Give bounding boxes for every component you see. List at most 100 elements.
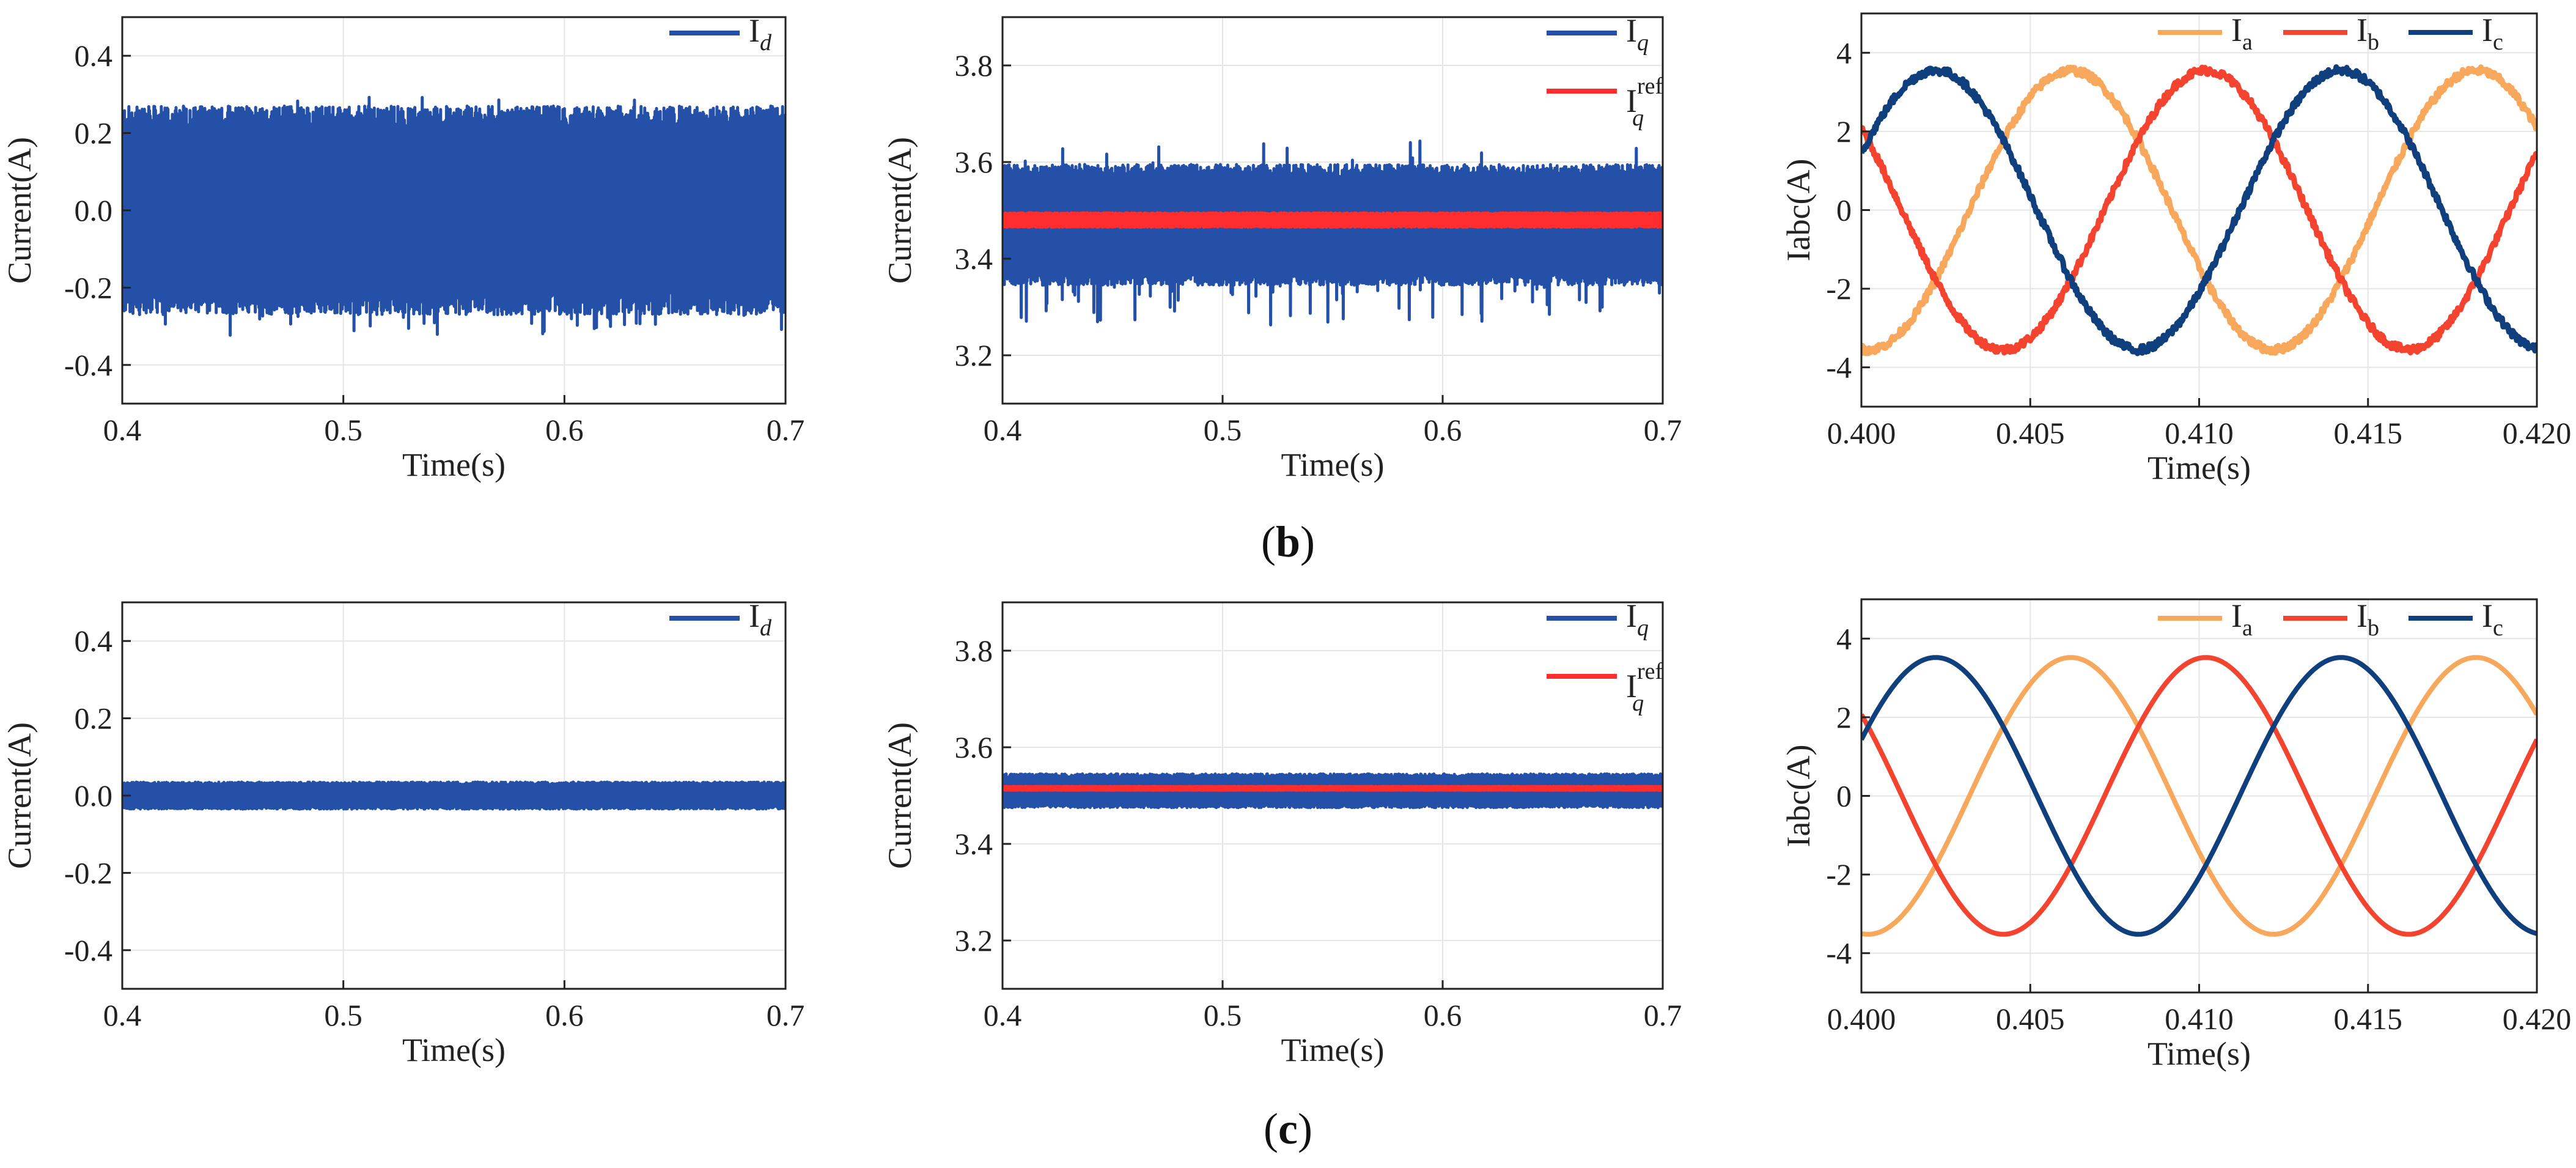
series-band-core [122,785,786,807]
chart-c-iabc: 0.400 0.405 0.410 0.415 0.420 -4 -2 0 2 4 Time(s) I… [1780,597,2571,1072]
legend: Id [669,597,772,641]
x-tick-label: 0.7 [767,413,805,447]
y-axis-label: Iabc(A) [1780,159,1817,262]
axes-frame [1001,16,1664,405]
plot-area [122,780,786,811]
x-tick-label: 0.4 [984,413,1022,447]
x-tick-label: 0.4 [103,998,142,1032]
legend-label: Iq [1626,12,1649,56]
x-tick-label: 0.410 [2165,416,2234,450]
chart-c-iq: 0.4 0.5 0.6 0.7 3.2 3.4 3.6 3.8 Time(s) Current(A… [881,597,1682,1068]
y-tick-label: 3.2 [955,338,993,372]
legend-label: Id [749,597,772,641]
x-tick-label: 0.5 [324,413,362,447]
y-axis-label: Current(A) [1,722,38,869]
x-tick-label: 0.7 [767,998,805,1032]
legend-label: Id [749,12,772,56]
y-tick-label: 3.8 [955,634,993,668]
x-tick-label: 0.6 [1424,413,1462,447]
x-axis-label: Time(s) [2147,1035,2251,1072]
caption-b-letter: b [1275,517,1301,566]
plot-area [1861,64,2537,357]
y-tick-label: 3.4 [955,242,993,276]
legend: Iq Iref q [1547,597,1663,716]
chart-b-id: 0.4 0.5 0.6 0.7 -0.4 -0.2 0.0 0.2 0.4 Time(s) Curr… [1,12,804,483]
y-tick-label: -4 [1826,350,1852,385]
x-tick-label: 0.420 [2503,1002,2572,1036]
y-tick-label: 0 [1836,779,1852,813]
x-tick-label: 0.5 [324,998,362,1032]
y-tick-label: 0.0 [75,778,113,813]
series-ic [1861,64,2537,357]
y-tick-label: 4 [1836,35,1852,70]
y-tick-label: 0.4 [75,624,113,658]
y-tick-label: 3.2 [955,923,993,958]
y-tick-label: 4 [1836,621,1852,656]
plot-area [1861,655,2537,937]
y-tick-label: -4 [1826,936,1852,970]
x-tick-label: 0.7 [1644,413,1682,447]
series-band-core [122,127,786,294]
x-tick-label: 0.410 [2165,1002,2234,1036]
legend-label: Ia [2231,12,2253,55]
x-tick-label: 0.6 [545,413,584,447]
legend-label: Iref q [1626,73,1663,131]
y-tick-label: 0.2 [75,116,113,150]
series-band-core [1003,214,1663,226]
y-tick-label: -0.2 [64,856,112,890]
legend-label: Ib [2357,12,2379,55]
y-tick-label: 0.2 [75,701,113,736]
series-ia [1861,655,2537,937]
caption-b: (b) [1260,517,1315,566]
x-tick-label: 0.4 [103,413,142,447]
legend-label: Ic [2482,12,2503,55]
chart-b-iabc: 0.400 0.405 0.410 0.415 0.420 -4 -2 0 2 4 Time(s) I… [1780,12,2571,486]
x-tick-label: 0.400 [1827,1002,1896,1036]
y-tick-label: 2 [1836,700,1852,734]
legend: Iq Iref q [1547,12,1663,131]
plot-area [1003,139,1663,327]
y-tick-label: 2 [1836,114,1852,149]
y-axis-label: Current(A) [881,137,918,284]
x-tick-label: 0.420 [2503,416,2572,450]
legend-label: Ia [2231,597,2253,641]
x-tick-label: 0.415 [2334,1002,2403,1036]
x-tick-label: 0.5 [1204,998,1242,1032]
x-tick-label: 0.5 [1204,413,1242,447]
plot-area [1003,772,1663,810]
series-ia [1861,64,2537,357]
chart-c-id: 0.4 0.5 0.6 0.7 -0.4 -0.2 0.0 0.2 0.4 Time(s) Curr… [1,597,804,1068]
y-axis-label: Current(A) [881,722,918,869]
legend-label: Iq [1626,597,1649,641]
y-tick-label: -0.2 [64,270,112,305]
y-tick-label: 3.8 [955,48,993,83]
y-tick-label: 3.4 [955,827,993,861]
caption-c-letter: c [1278,1104,1298,1153]
y-tick-label: 3.6 [955,145,993,179]
series-ic [1861,655,2537,937]
x-tick-label: 0.405 [1996,1002,2065,1036]
y-tick-label: -0.4 [64,933,112,967]
x-tick-label: 0.415 [2334,416,2403,450]
y-axis-label: Current(A) [1,137,38,284]
legend-label: Ib [2357,597,2379,641]
x-axis-label: Time(s) [1281,446,1384,483]
legend-label: Ic [2482,597,2503,641]
y-tick-label: -0.4 [64,348,112,382]
x-axis-label: Time(s) [2147,449,2251,486]
legend: Ia Ib Ic [2158,12,2503,55]
x-tick-label: 0.4 [984,998,1022,1032]
chart-b-iq: 0.4 0.5 0.6 0.7 3.2 3.4 3.6 3.8 Time(s) Current(A… [881,12,1682,483]
y-axis-label: Iabc(A) [1780,745,1817,848]
series-ib [1861,655,2537,937]
x-tick-label: 0.6 [1424,998,1462,1032]
legend: Id [669,12,772,56]
y-tick-label: 3.6 [955,730,993,764]
plot-area [122,95,786,337]
y-tick-label: -2 [1826,857,1852,892]
x-tick-label: 0.6 [545,998,584,1032]
caption-c: (c) [1264,1104,1312,1153]
y-tick-label: 0 [1836,193,1852,227]
y-tick-label: 0.0 [75,193,113,227]
